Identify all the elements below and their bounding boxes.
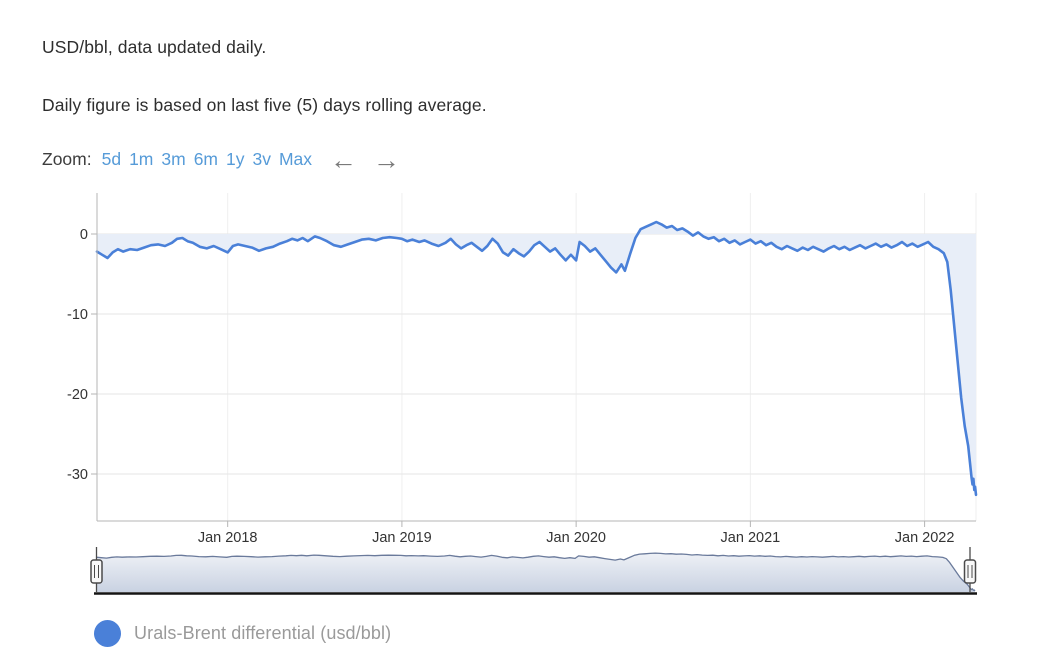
zoom-button-3v[interactable]: 3v — [252, 149, 271, 169]
zoom-label: Zoom: — [42, 149, 92, 169]
y-axis-label: -30 — [67, 467, 88, 483]
y-axis-label: -10 — [67, 307, 88, 323]
zoom-button-6m[interactable]: 6m — [193, 149, 219, 169]
x-axis-label: Jan 2022 — [895, 530, 955, 546]
navigator-right-handle[interactable] — [963, 559, 977, 584]
y-axis-label: -20 — [67, 387, 88, 403]
pan-left-arrow-icon[interactable]: ← — [330, 144, 358, 175]
zoom-buttons: 5d 1m 3m 6m 1y 3v Max — [102, 149, 320, 170]
zoom-button-1y[interactable]: 1y — [226, 149, 245, 169]
navigator-mask[interactable] — [96, 553, 975, 592]
legend-label: Urals-Brent differential (usd/bbl) — [134, 623, 392, 643]
range-selector: Zoom: 5d 1m 3m 6m 1y 3v Max ← → — [42, 144, 401, 175]
legend-marker-icon — [94, 620, 121, 647]
series-line — [95, 220, 978, 497]
legend-item-urals-brent[interactable]: Urals-Brent differential (usd/bbl) — [94, 620, 391, 647]
navigator-series-line — [95, 552, 976, 592]
zoom-button-max[interactable]: Max — [278, 149, 313, 169]
zoom-button-5d[interactable]: 5d — [101, 149, 122, 169]
y-axis-label: 0 — [80, 227, 88, 243]
navigator-left-handle[interactable] — [90, 559, 103, 584]
x-axis-label: Jan 2019 — [372, 530, 432, 546]
chart-subtitle-units: USD/bbl, data updated daily. — [42, 37, 267, 57]
series-area — [97, 222, 976, 495]
x-axis-label: Jan 2021 — [721, 530, 781, 546]
pan-right-arrow-icon[interactable]: → — [373, 144, 401, 175]
x-axis-label: Jan 2020 — [546, 530, 606, 546]
zoom-button-1m[interactable]: 1m — [129, 149, 154, 169]
chart-subtitle-method: Daily figure is based on last five (5) d… — [42, 95, 487, 115]
zoom-button-3m[interactable]: 3m — [161, 149, 186, 169]
x-axis-label: Jan 2018 — [198, 530, 258, 546]
